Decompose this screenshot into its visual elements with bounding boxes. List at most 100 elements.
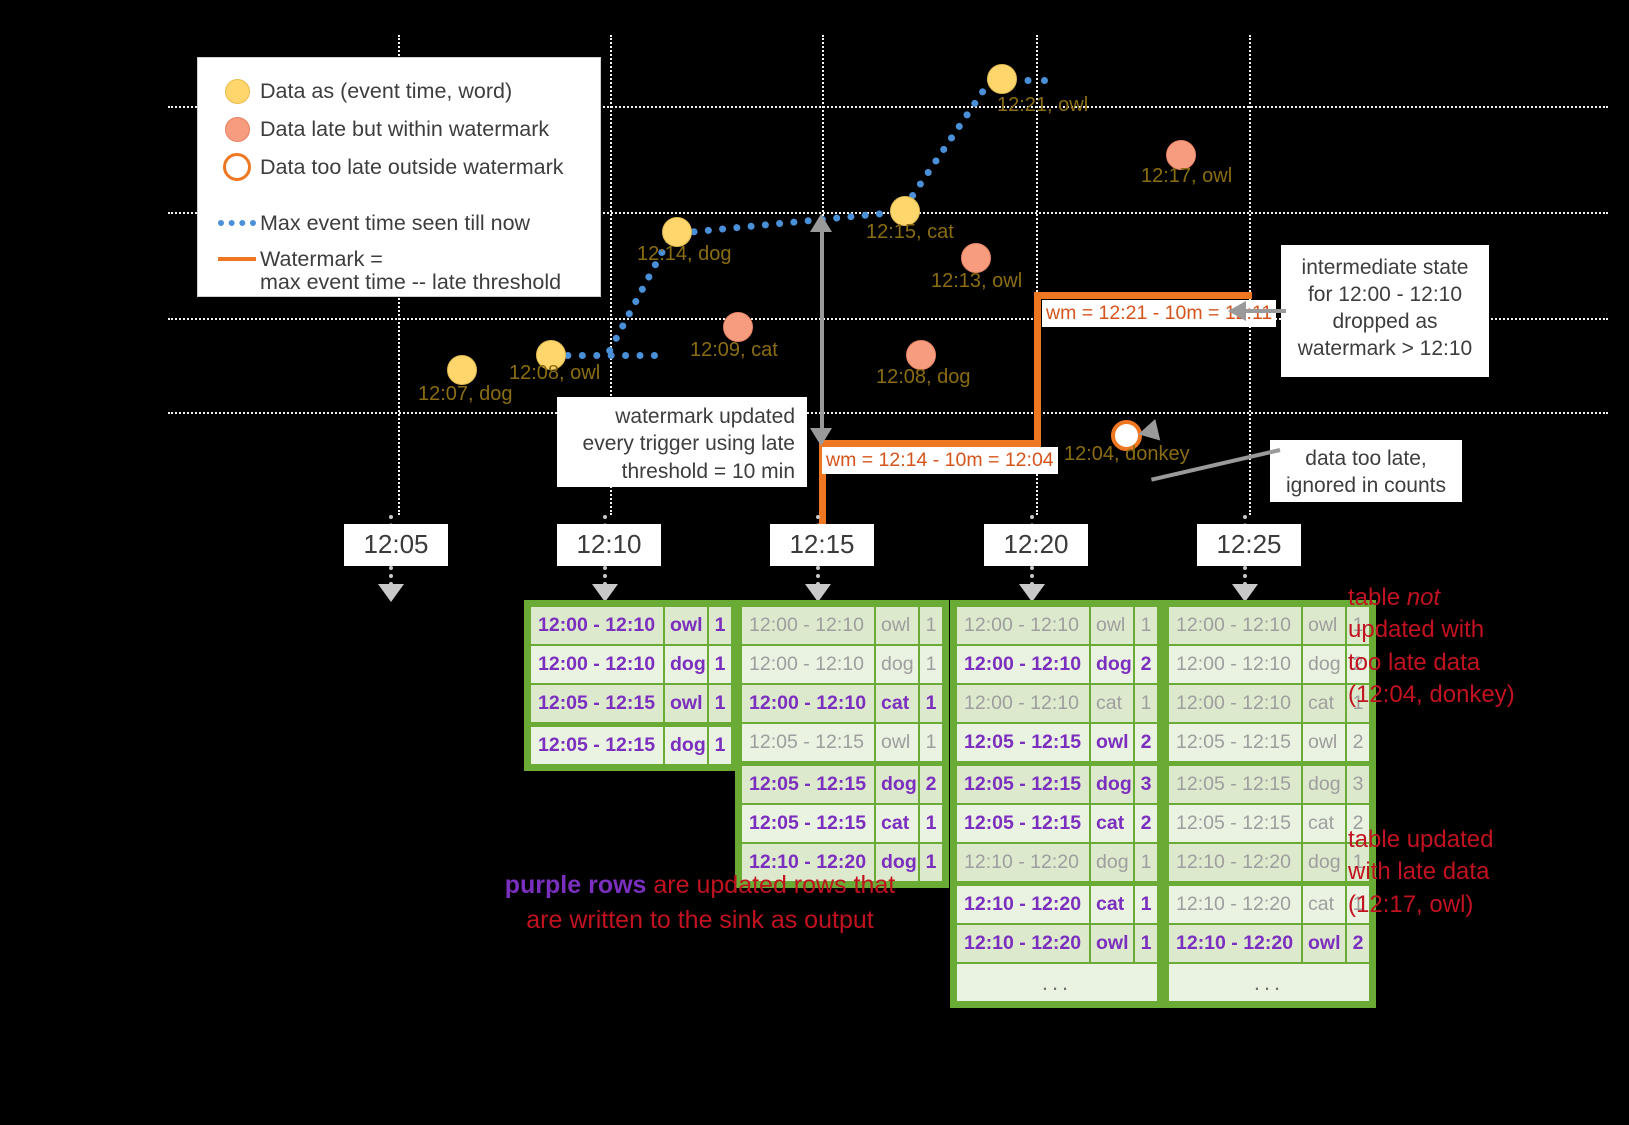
table-cell-word: cat — [1091, 805, 1133, 842]
table-row: 12:10 - 12:20 dog 1 — [742, 844, 942, 881]
hollow-circle-icon — [214, 153, 260, 181]
data-point-1204-donkey — [1111, 420, 1142, 451]
table-row: 12:00 - 12:10 cat 1 — [1169, 685, 1369, 722]
table-row: 12:05 - 12:15 cat 2 — [1169, 805, 1369, 842]
gridline-v-2 — [610, 35, 612, 515]
table-row: 12:05 - 12:15 owl 2 — [1169, 724, 1369, 761]
table-cell-word: owl — [1303, 607, 1345, 644]
callout-watermark-update: watermark updated every trigger using la… — [557, 397, 807, 487]
table-cell-window: 12:00 - 12:10 — [742, 646, 874, 683]
table-cell-count: 1 — [1135, 844, 1157, 881]
table-cell-word: owl — [665, 685, 707, 722]
table-cell-word: cat — [876, 685, 918, 722]
watermark-step-horizontal-left — [819, 440, 1041, 447]
table-cell-window: 12:00 - 12:10 — [957, 646, 1089, 683]
note-purple-emphasis: purple rows — [504, 871, 647, 899]
table-cell-word: cat — [1303, 805, 1345, 842]
table-row: 12:00 - 12:10 dog 2 — [1169, 646, 1369, 683]
note-line: are written to the sink as output — [526, 906, 874, 934]
table-cell-window: 12:05 - 12:15 — [957, 805, 1089, 842]
table-cell-window: 12:00 - 12:10 — [742, 685, 874, 722]
table-cell-window: 12:00 - 12:10 — [742, 607, 874, 644]
time-label-1205: 12:05 — [344, 524, 448, 566]
table-cell-word: dog — [1091, 766, 1133, 803]
legend-item-watermark: Watermark = — [214, 244, 584, 274]
threshold-span-arrow-head-down — [810, 428, 832, 446]
table-cell-window: 12:05 - 12:15 — [1169, 805, 1301, 842]
note-emphasis: not — [1406, 584, 1441, 611]
table-cell-word: dog — [1091, 844, 1133, 881]
table-row: 12:00 - 12:10 owl 1 — [1169, 607, 1369, 644]
table-row: 12:05 - 12:15 dog 1 — [531, 727, 731, 764]
callout-line: watermark updated — [615, 405, 795, 428]
table-cell-window: 12:10 - 12:20 — [1169, 886, 1301, 923]
table-cell-word: dog — [876, 646, 918, 683]
tick-arrow-1205 — [378, 584, 404, 602]
table-cell-window: 12:05 - 12:15 — [957, 724, 1089, 761]
callout-line: data too late, — [1305, 447, 1427, 470]
watermark-step-vertical-mid — [1034, 292, 1041, 447]
table-row: 12:10 - 12:20 cat 1 — [957, 886, 1157, 923]
table-cell-count: 1 — [1135, 886, 1157, 923]
table-cell-count: 3 — [1347, 766, 1369, 803]
tick-arrow-1225 — [1232, 584, 1258, 602]
result-table-1225: 12:00 - 12:10 owl 1 12:00 - 12:10 dog 2 12:00 … — [1162, 600, 1376, 1008]
data-point-label: 12:04, donkey — [1064, 443, 1190, 465]
table-cell-window: 12:05 - 12:15 — [957, 766, 1089, 803]
table-cell-count: 1 — [920, 724, 942, 761]
table-row: 12:05 - 12:15 owl 2 — [957, 724, 1157, 761]
note-line: (12:04, donkey) — [1348, 681, 1515, 709]
table-cell-word: dog — [1091, 646, 1133, 683]
table-row: 12:00 - 12:10 owl 1 — [742, 607, 942, 644]
table-cell-count: 1 — [709, 685, 731, 722]
table-cell-word: owl — [876, 724, 918, 761]
note-table-updated-late: table updated with late data (12:17, owl… — [1348, 824, 1493, 921]
time-label-1225: 12:25 — [1197, 524, 1301, 566]
table-row: 12:05 - 12:15 owl 1 — [531, 685, 731, 722]
gridline-h-3 — [168, 318, 1608, 320]
intermediate-state-arrow-line — [1244, 309, 1286, 313]
table-cell-window: 12:00 - 12:10 — [957, 685, 1089, 722]
tick-connector-1205-b — [389, 566, 393, 586]
table-cell-count: 1 — [920, 844, 942, 881]
callout-intermediate-state: intermediate state for 12:00 - 12:10 dro… — [1281, 245, 1489, 377]
data-point-1217-owl — [1166, 140, 1196, 170]
intermediate-state-arrow-head — [1228, 301, 1246, 321]
data-point-label: 12:08, dog — [876, 366, 971, 388]
table-cell-window: 12:00 - 12:10 — [1169, 607, 1301, 644]
table-cell-count: 1 — [920, 646, 942, 683]
tick-connector-1210-b — [603, 566, 607, 586]
table-cell-count: 1 — [1347, 844, 1369, 881]
table-row: 12:00 - 12:10 dog 1 — [742, 646, 942, 683]
table-cell-window: 12:00 - 12:10 — [957, 607, 1089, 644]
table-cell-word: dog — [665, 727, 707, 764]
table-row: 12:10 - 12:20 owl 1 — [957, 925, 1157, 962]
table-cell-word: owl — [1091, 607, 1133, 644]
table-cell-ellipsis: ... — [957, 964, 1157, 1001]
table-cell-window: 12:05 - 12:15 — [1169, 766, 1301, 803]
table-cell-count: 2 — [1347, 925, 1369, 962]
data-point-label: 12:14, dog — [637, 243, 732, 265]
table-row: 12:00 - 12:10 dog 1 — [531, 646, 731, 683]
gridline-h-2 — [168, 212, 1608, 214]
table-cell-window: 12:10 - 12:20 — [1169, 844, 1301, 881]
table-cell-window: 12:05 - 12:15 — [531, 685, 663, 722]
table-row: 12:10 - 12:20 dog 1 — [1169, 844, 1369, 881]
table-row: 12:00 - 12:10 cat 1 — [742, 685, 942, 722]
table-row: ... — [1169, 964, 1369, 1001]
table-cell-window: 12:05 - 12:15 — [1169, 724, 1301, 761]
data-point-label: 12:17, owl — [1141, 165, 1233, 187]
note-line: (12:17, owl) — [1348, 890, 1474, 918]
table-cell-count: 1 — [920, 805, 942, 842]
legend-item-too-late: Data too late outside watermark — [214, 148, 584, 186]
callout-line: ignored in counts — [1286, 473, 1446, 497]
table-cell-word: owl — [1091, 724, 1133, 761]
table-row: 12:00 - 12:10 cat 1 — [957, 685, 1157, 722]
table-cell-window: 12:00 - 12:10 — [1169, 646, 1301, 683]
table-cell-window: 12:05 - 12:15 — [742, 724, 874, 761]
yellow-dot-icon — [214, 78, 260, 104]
legend-item-max-event-time: Max event time seen till now — [214, 204, 584, 242]
table-cell-window: 12:05 - 12:15 — [742, 766, 874, 803]
threshold-span-arrow-line — [820, 228, 824, 438]
tick-connector-1220-b — [1030, 566, 1034, 586]
